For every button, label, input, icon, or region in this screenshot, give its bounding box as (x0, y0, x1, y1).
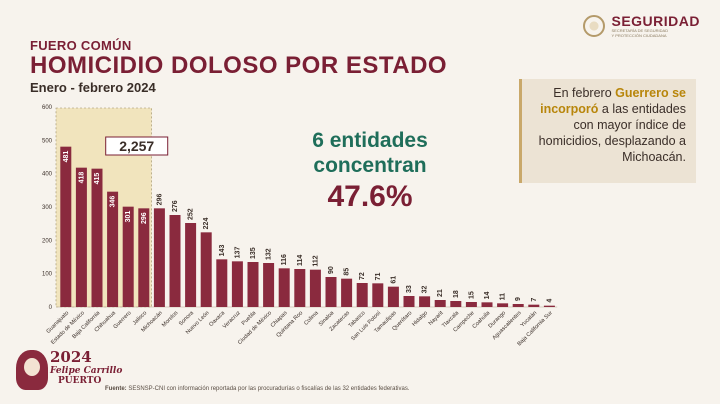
source-label: Fuente: (105, 386, 127, 392)
logo-subtitle-2: Y PROTECCIÓN CIUDADANA (611, 33, 667, 38)
seguridad-logo: SEGURIDAD SECRETARÍA DE SEGURIDAD Y PROT… (583, 14, 700, 38)
period-label: Enero - febrero 2024 (30, 80, 156, 95)
stat-line-1: 6 entidades (312, 129, 428, 152)
source-note: Fuente: SESNSP-CNI con información repor… (105, 386, 410, 392)
callout-note: En febrero Guerrero se incorporó a las e… (519, 79, 696, 183)
page-title: HOMICIDIO DOLOSO POR ESTADO (30, 52, 448, 79)
stat-percent: 47.6% (327, 180, 413, 213)
kicker-label: FUERO COMÚN (30, 38, 132, 53)
logo-text: SEGURIDAD (611, 13, 700, 29)
note-text-2: a las entidades con mayor índice de homi… (538, 102, 686, 164)
brand-year: 2024 (50, 348, 92, 366)
brand-mark: 2024 Felipe Carrillo PUERTO (14, 348, 122, 398)
note-text-1: En febrero (553, 86, 616, 100)
brand-port: PUERTO (58, 376, 102, 386)
national-seal-icon (583, 15, 606, 37)
note-highlight: Guerrero se incorporó (540, 86, 686, 116)
portrait-icon (16, 350, 48, 390)
logo-subtitle-1: SECRETARÍA DE SEGURIDAD (611, 28, 669, 33)
source-text: SESNSP-CNI con información reportada por… (128, 386, 410, 392)
brand-name: Felipe Carrillo (50, 366, 123, 376)
stat-line-2: concentran (313, 154, 427, 177)
